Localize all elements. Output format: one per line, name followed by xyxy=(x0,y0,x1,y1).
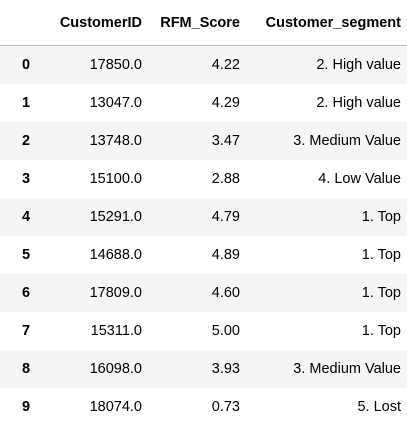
row-index: 2 xyxy=(22,132,31,149)
column-header-customerid: CustomerID xyxy=(40,0,148,46)
row-index: 1 xyxy=(22,94,31,111)
cell-customer-segment: 4. Low Value xyxy=(318,170,401,187)
cell-customer-segment: 1. Top xyxy=(361,284,401,301)
cell-customer-segment: 2. High value xyxy=(316,56,401,73)
cell-rfm-score: 4.22 xyxy=(211,56,240,73)
cell-customerid: 16098.0 xyxy=(89,360,142,377)
index-header xyxy=(0,0,40,46)
table-row: 5 14688.0 4.89 1. Top xyxy=(0,235,407,274)
table-row: 3 15100.0 2.88 4. Low Value xyxy=(0,159,407,198)
column-header-customer-segment: Customer_segment xyxy=(246,0,407,46)
cell-customer-segment: 1. Top xyxy=(361,246,401,263)
cell-customer-segment: 1. Top xyxy=(361,322,401,339)
row-index: 7 xyxy=(22,322,31,339)
cell-customerid: 15291.0 xyxy=(89,208,142,225)
cell-rfm-score: 4.60 xyxy=(211,284,240,301)
cell-customer-segment: 3. Medium Value xyxy=(293,360,401,377)
row-index: 4 xyxy=(22,208,31,225)
cell-customerid: 15311.0 xyxy=(90,322,142,339)
cell-customer-segment: 3. Medium Value xyxy=(293,132,401,149)
cell-customerid: 14688.0 xyxy=(89,246,142,263)
cell-rfm-score: 3.47 xyxy=(211,132,240,149)
cell-customerid: 13748.0 xyxy=(89,132,142,149)
table-row: 9 18074.0 0.73 5. Lost xyxy=(0,387,407,426)
cell-rfm-score: 5.00 xyxy=(211,322,240,339)
table-row: 2 13748.0 3.47 3. Medium Value xyxy=(0,121,407,160)
table-header: CustomerID RFM_Score Customer_segment xyxy=(0,0,407,46)
cell-customer-segment: 5. Lost xyxy=(357,398,401,415)
table-row: 8 16098.0 3.93 3. Medium Value xyxy=(0,349,407,388)
cell-rfm-score: 4.79 xyxy=(211,208,240,225)
row-index: 3 xyxy=(22,170,31,187)
table-body: 0 17850.0 4.22 2. High value 1 13047.0 4… xyxy=(0,45,407,426)
cell-rfm-score: 3.93 xyxy=(211,360,240,377)
row-index: 0 xyxy=(22,56,31,73)
table-row: 6 17809.0 4.60 1. Top xyxy=(0,273,407,312)
table-row: 0 17850.0 4.22 2. High value xyxy=(0,45,407,84)
cell-customerid: 13047.0 xyxy=(89,94,142,111)
row-index: 5 xyxy=(22,246,31,263)
cell-customer-segment: 2. High value xyxy=(316,94,401,111)
cell-customerid: 17809.0 xyxy=(89,284,142,301)
header-row: CustomerID RFM_Score Customer_segment xyxy=(0,0,407,46)
cell-customer-segment: 1. Top xyxy=(361,208,401,225)
cell-rfm-score: 4.89 xyxy=(211,246,240,263)
cell-customerid: 18074.0 xyxy=(89,398,142,415)
table-row: 4 15291.0 4.79 1. Top xyxy=(0,197,407,236)
cell-customerid: 17850.0 xyxy=(89,56,142,73)
table-row: 7 15311.0 5.00 1. Top xyxy=(0,311,407,350)
table-row: 1 13047.0 4.29 2. High value xyxy=(0,83,407,122)
cell-rfm-score: 0.73 xyxy=(211,398,240,415)
column-header-rfm-score: RFM_Score xyxy=(148,0,246,46)
cell-customerid: 15100.0 xyxy=(89,170,142,187)
row-index: 9 xyxy=(22,398,31,415)
row-index: 6 xyxy=(22,284,31,301)
cell-rfm-score: 4.29 xyxy=(211,94,240,111)
row-index: 8 xyxy=(22,360,31,377)
cell-rfm-score: 2.88 xyxy=(211,170,240,187)
